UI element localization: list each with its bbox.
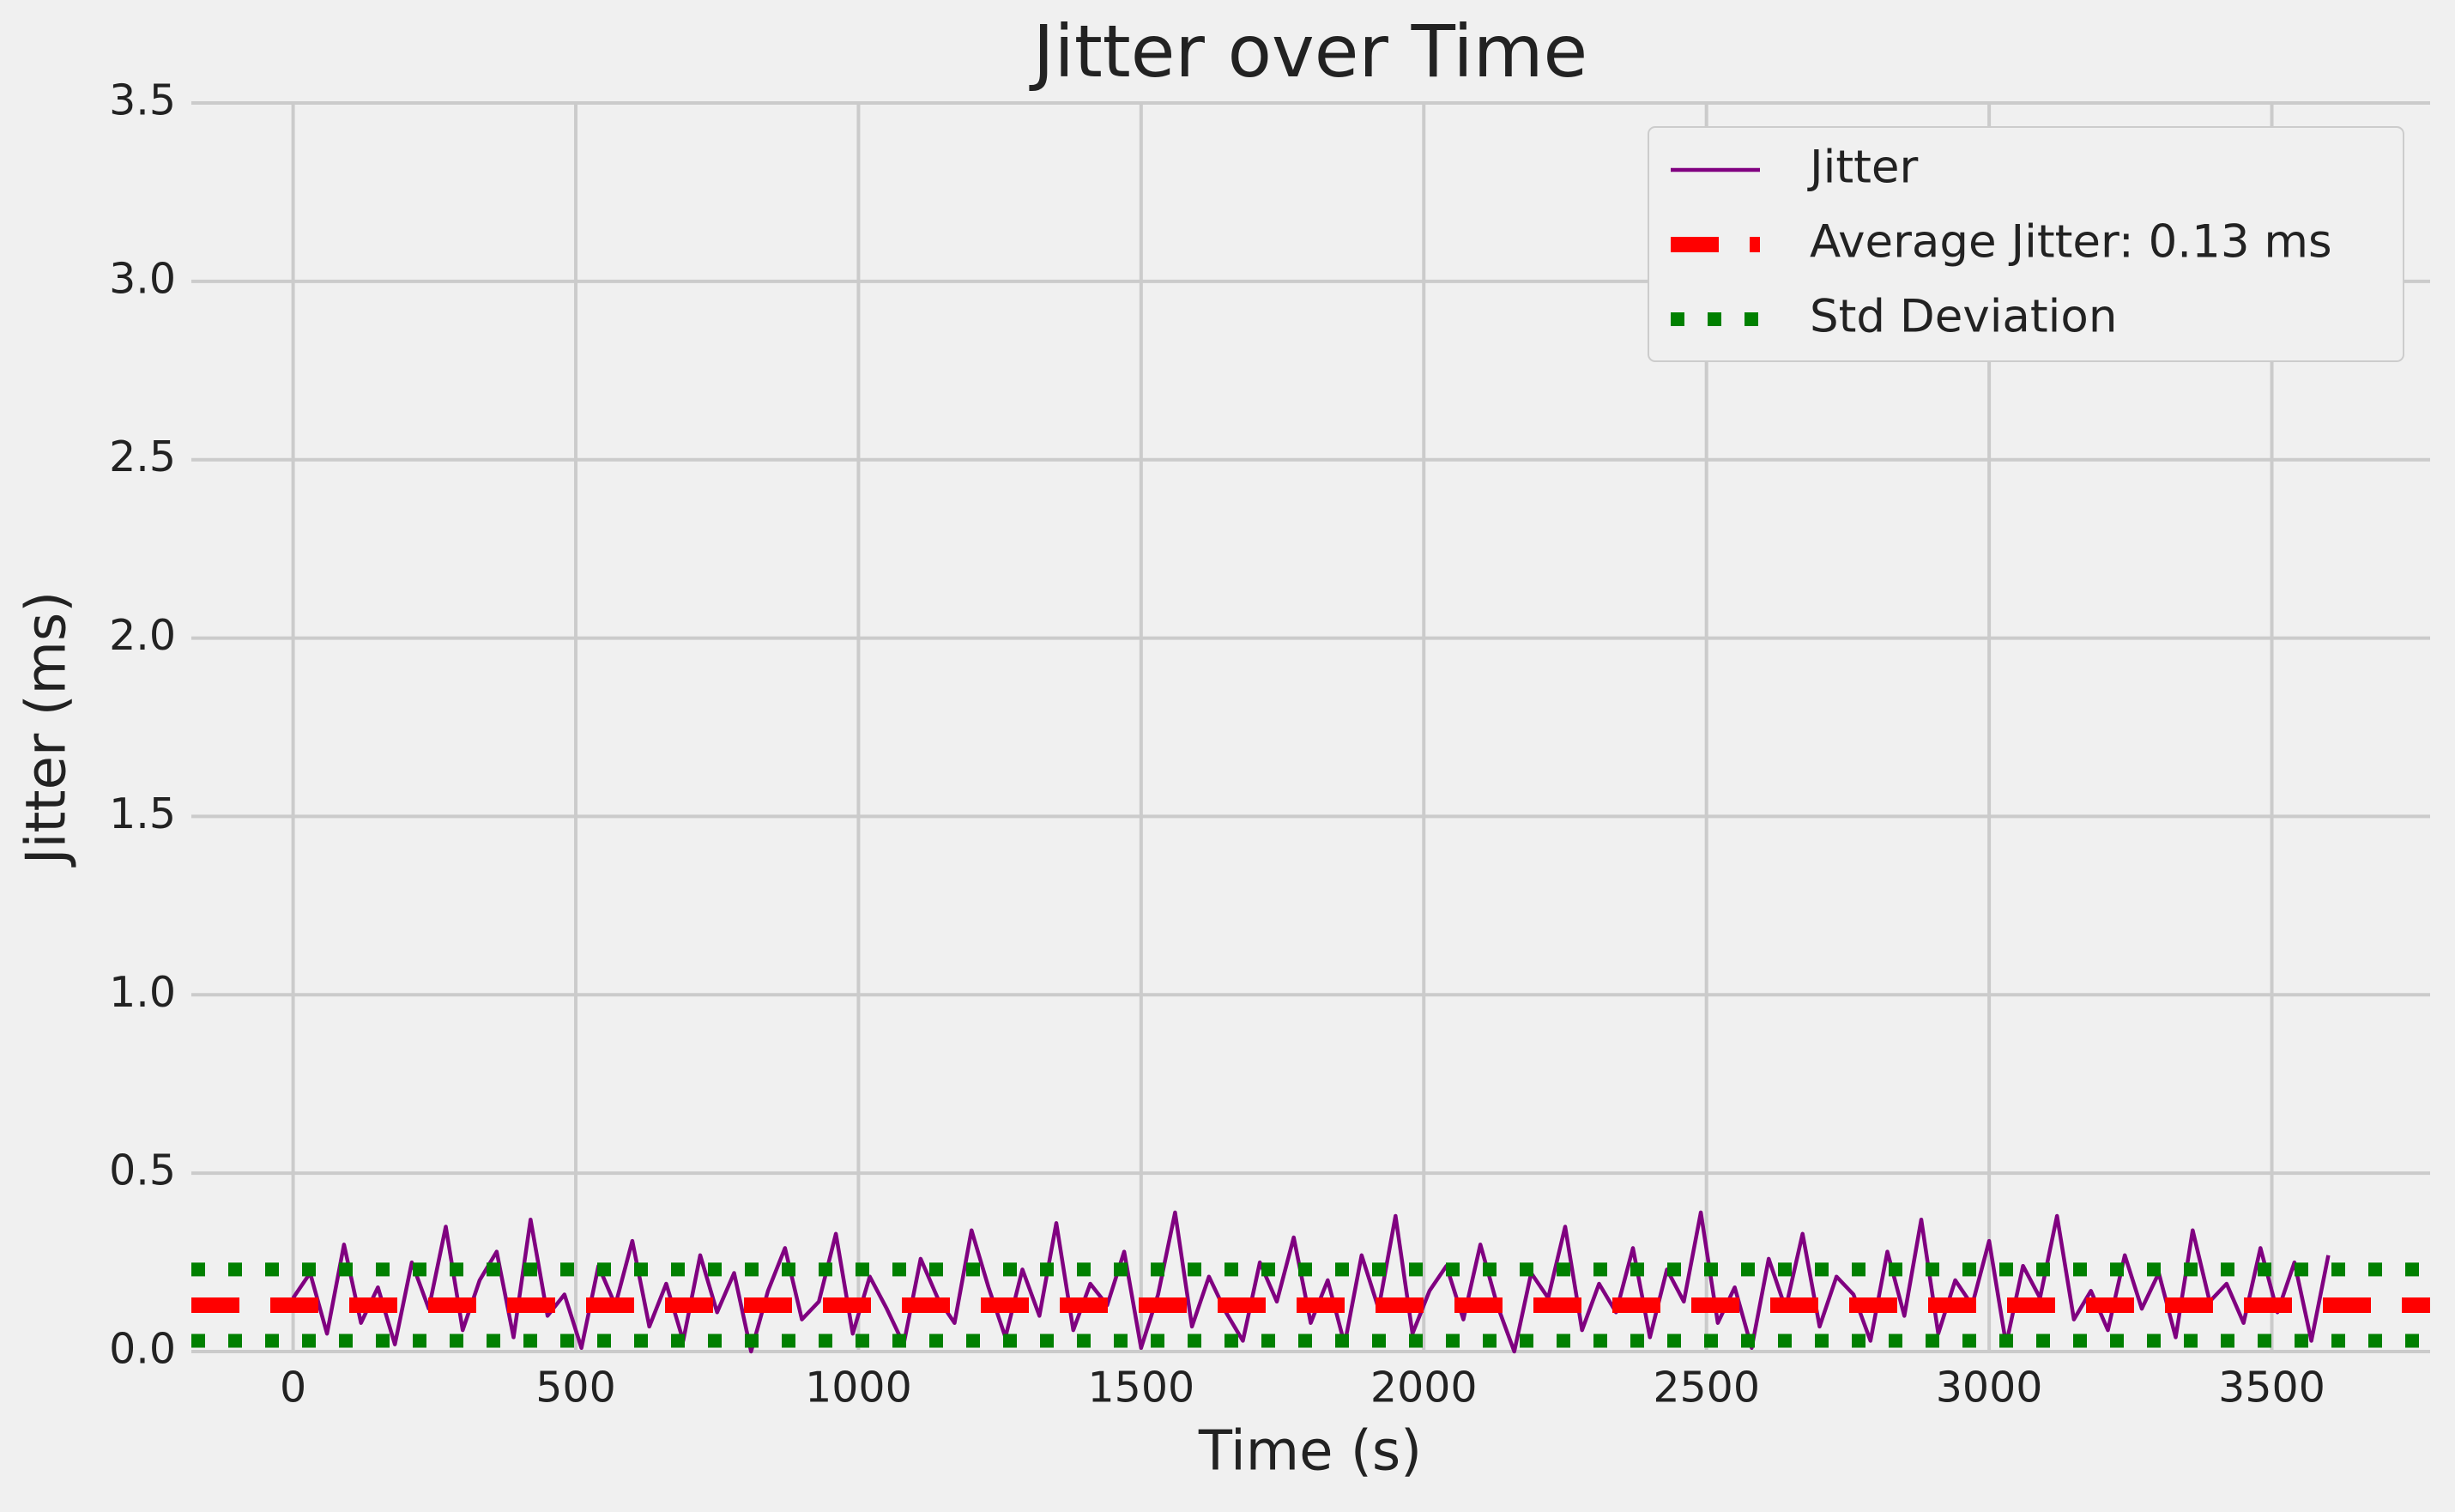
y-tick-label: 1.0 [109, 968, 176, 1017]
y-tick-label: 2.0 [109, 611, 176, 660]
x-axis-label: Time (s) [1198, 1420, 1422, 1484]
x-tick-label: 2500 [1653, 1364, 1760, 1412]
x-tick-label: 3500 [2218, 1364, 2325, 1412]
chart-title: Jitter over Time [1029, 9, 1588, 94]
x-tick-label: 500 [535, 1364, 616, 1412]
y-tick-label: 2.5 [109, 432, 176, 481]
legend-label: Std Deviation [1810, 291, 2117, 343]
y-tick-label: 0.0 [109, 1325, 176, 1374]
y-tick-label: 3.5 [109, 76, 176, 125]
legend-box [1648, 126, 2404, 362]
legend-label: Average Jitter: 0.13 ms [1810, 216, 2332, 269]
data-line [291, 1210, 2331, 1354]
x-tick-label: 1000 [805, 1364, 912, 1412]
legend-label: Jitter [1807, 142, 1919, 194]
x-tick-label: 2000 [1370, 1364, 1478, 1412]
x-tick-label: 0 [280, 1364, 306, 1412]
y-axis-label: Jitter (ms) [15, 591, 79, 868]
y-tick-label: 1.5 [109, 789, 176, 838]
x-tick-label: 3000 [1936, 1364, 2043, 1412]
x-tick-label: 1500 [1087, 1364, 1194, 1412]
y-tick-label: 3.0 [109, 254, 176, 303]
y-tick-label: 0.5 [109, 1146, 176, 1195]
